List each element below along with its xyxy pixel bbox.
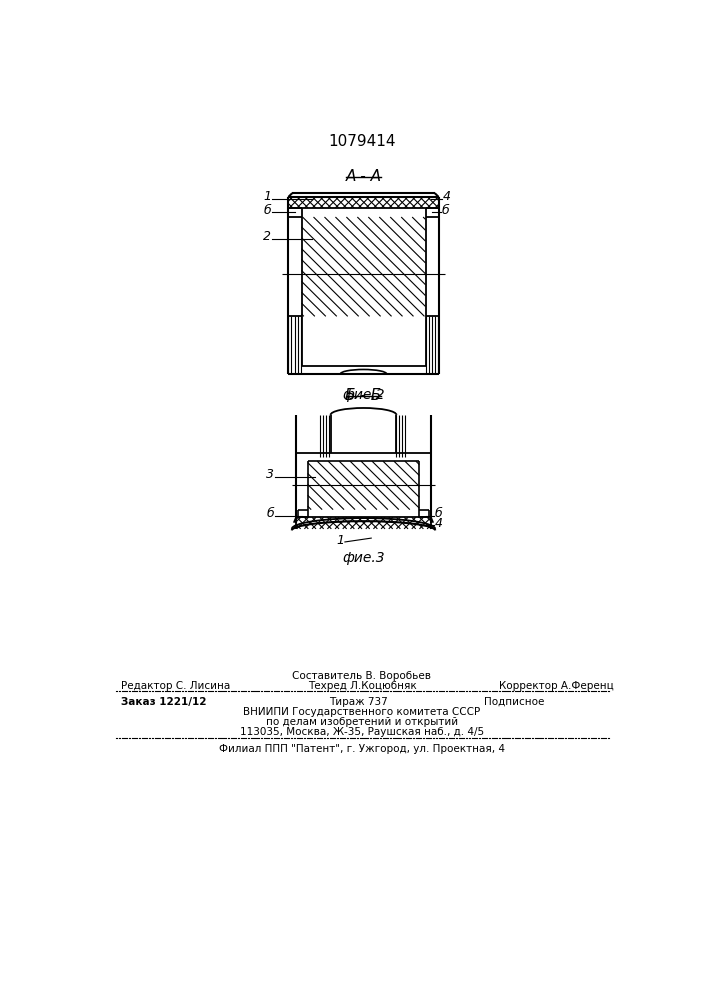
Text: Составитель В. Воробьев: Составитель В. Воробьев	[293, 671, 431, 681]
Text: Б - Б: Б - Б	[346, 388, 382, 403]
Text: Подписное: Подписное	[484, 697, 544, 707]
Text: 1: 1	[336, 534, 344, 547]
Text: б: б	[264, 204, 271, 217]
Text: 4: 4	[443, 190, 450, 203]
Text: Корректор А.Ференц: Корректор А.Ференц	[499, 681, 614, 691]
Text: 4: 4	[435, 517, 443, 530]
Text: б: б	[442, 204, 450, 217]
Text: Тираж 737: Тираж 737	[329, 697, 387, 707]
Text: фие.3: фие.3	[342, 551, 385, 565]
Text: ВНИИПИ Государственного комитета СССР: ВНИИПИ Государственного комитета СССР	[243, 707, 481, 717]
Text: А - А: А - А	[346, 169, 382, 184]
Text: 3: 3	[267, 468, 274, 481]
Text: Техред Л.Коцюбняк: Техред Л.Коцюбняк	[308, 681, 416, 691]
Text: 2: 2	[263, 230, 271, 243]
Text: б: б	[435, 507, 443, 520]
Text: 1: 1	[263, 190, 271, 203]
Text: Филиал ППП "Патент", г. Ужгород, ул. Проектная, 4: Филиал ППП "Патент", г. Ужгород, ул. Про…	[219, 744, 505, 754]
Text: б: б	[267, 507, 274, 520]
Text: по делам изобретений и открытий: по делам изобретений и открытий	[266, 717, 458, 727]
Text: Заказ 1221/12: Заказ 1221/12	[121, 697, 206, 707]
Text: Редактор С. Лисина: Редактор С. Лисина	[121, 681, 230, 691]
Text: 113035, Москва, Ж-35, Раушская наб., д. 4/5: 113035, Москва, Ж-35, Раушская наб., д. …	[240, 727, 484, 737]
Text: фие.2: фие.2	[342, 388, 385, 402]
Text: 1079414: 1079414	[328, 134, 396, 149]
